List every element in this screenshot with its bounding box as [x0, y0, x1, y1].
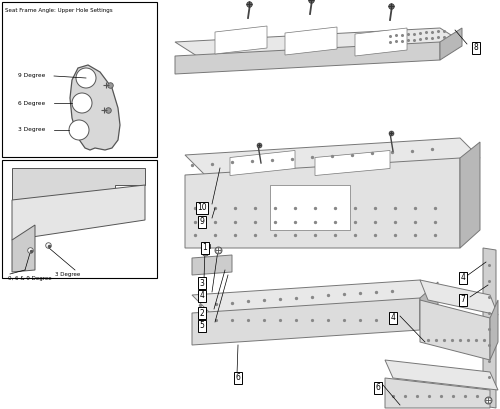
Polygon shape [420, 300, 490, 360]
Text: 1: 1 [202, 243, 207, 252]
Polygon shape [385, 360, 498, 390]
Text: 2: 2 [200, 308, 204, 317]
Polygon shape [230, 151, 295, 175]
Polygon shape [285, 27, 337, 55]
Polygon shape [420, 282, 438, 330]
Polygon shape [490, 300, 498, 360]
Polygon shape [460, 142, 480, 248]
Polygon shape [315, 151, 390, 175]
Polygon shape [192, 298, 420, 345]
Polygon shape [355, 28, 407, 56]
Polygon shape [185, 138, 480, 175]
Polygon shape [215, 26, 267, 54]
Text: 8: 8 [474, 43, 478, 52]
Text: 3 Degree: 3 Degree [55, 272, 80, 277]
Polygon shape [12, 168, 145, 200]
Circle shape [69, 120, 89, 140]
Text: 5: 5 [200, 321, 204, 330]
Polygon shape [175, 42, 440, 74]
Text: 7: 7 [460, 295, 466, 304]
Polygon shape [185, 158, 460, 248]
Polygon shape [192, 280, 438, 313]
Text: 10: 10 [197, 204, 207, 213]
Bar [2, 160, 157, 278]
Text: 6: 6 [376, 384, 380, 393]
Text: 6: 6 [236, 373, 240, 382]
Polygon shape [420, 280, 498, 315]
Text: 9: 9 [200, 218, 204, 227]
Text: 4: 4 [460, 274, 466, 283]
Polygon shape [175, 28, 462, 56]
Circle shape [76, 68, 96, 88]
Polygon shape [385, 378, 490, 408]
Text: Seat Frame Angle: Upper Hole Settings: Seat Frame Angle: Upper Hole Settings [5, 8, 112, 13]
Circle shape [72, 93, 92, 113]
Polygon shape [12, 225, 35, 272]
Polygon shape [70, 65, 120, 150]
Polygon shape [483, 248, 496, 408]
Text: 9 Degree: 9 Degree [18, 74, 46, 79]
Text: 3 Degree: 3 Degree [18, 128, 46, 133]
Polygon shape [192, 255, 232, 275]
Text: 4: 4 [200, 292, 204, 301]
Text: 4: 4 [390, 314, 396, 323]
Polygon shape [12, 185, 145, 240]
Polygon shape [440, 28, 462, 60]
Bar [2, 2, 157, 157]
Text: 3: 3 [200, 279, 204, 288]
Text: 6 Degree: 6 Degree [18, 101, 45, 106]
Text: 0, 6 & 9 Degree: 0, 6 & 9 Degree [8, 276, 52, 281]
Bar [270, 185, 350, 230]
